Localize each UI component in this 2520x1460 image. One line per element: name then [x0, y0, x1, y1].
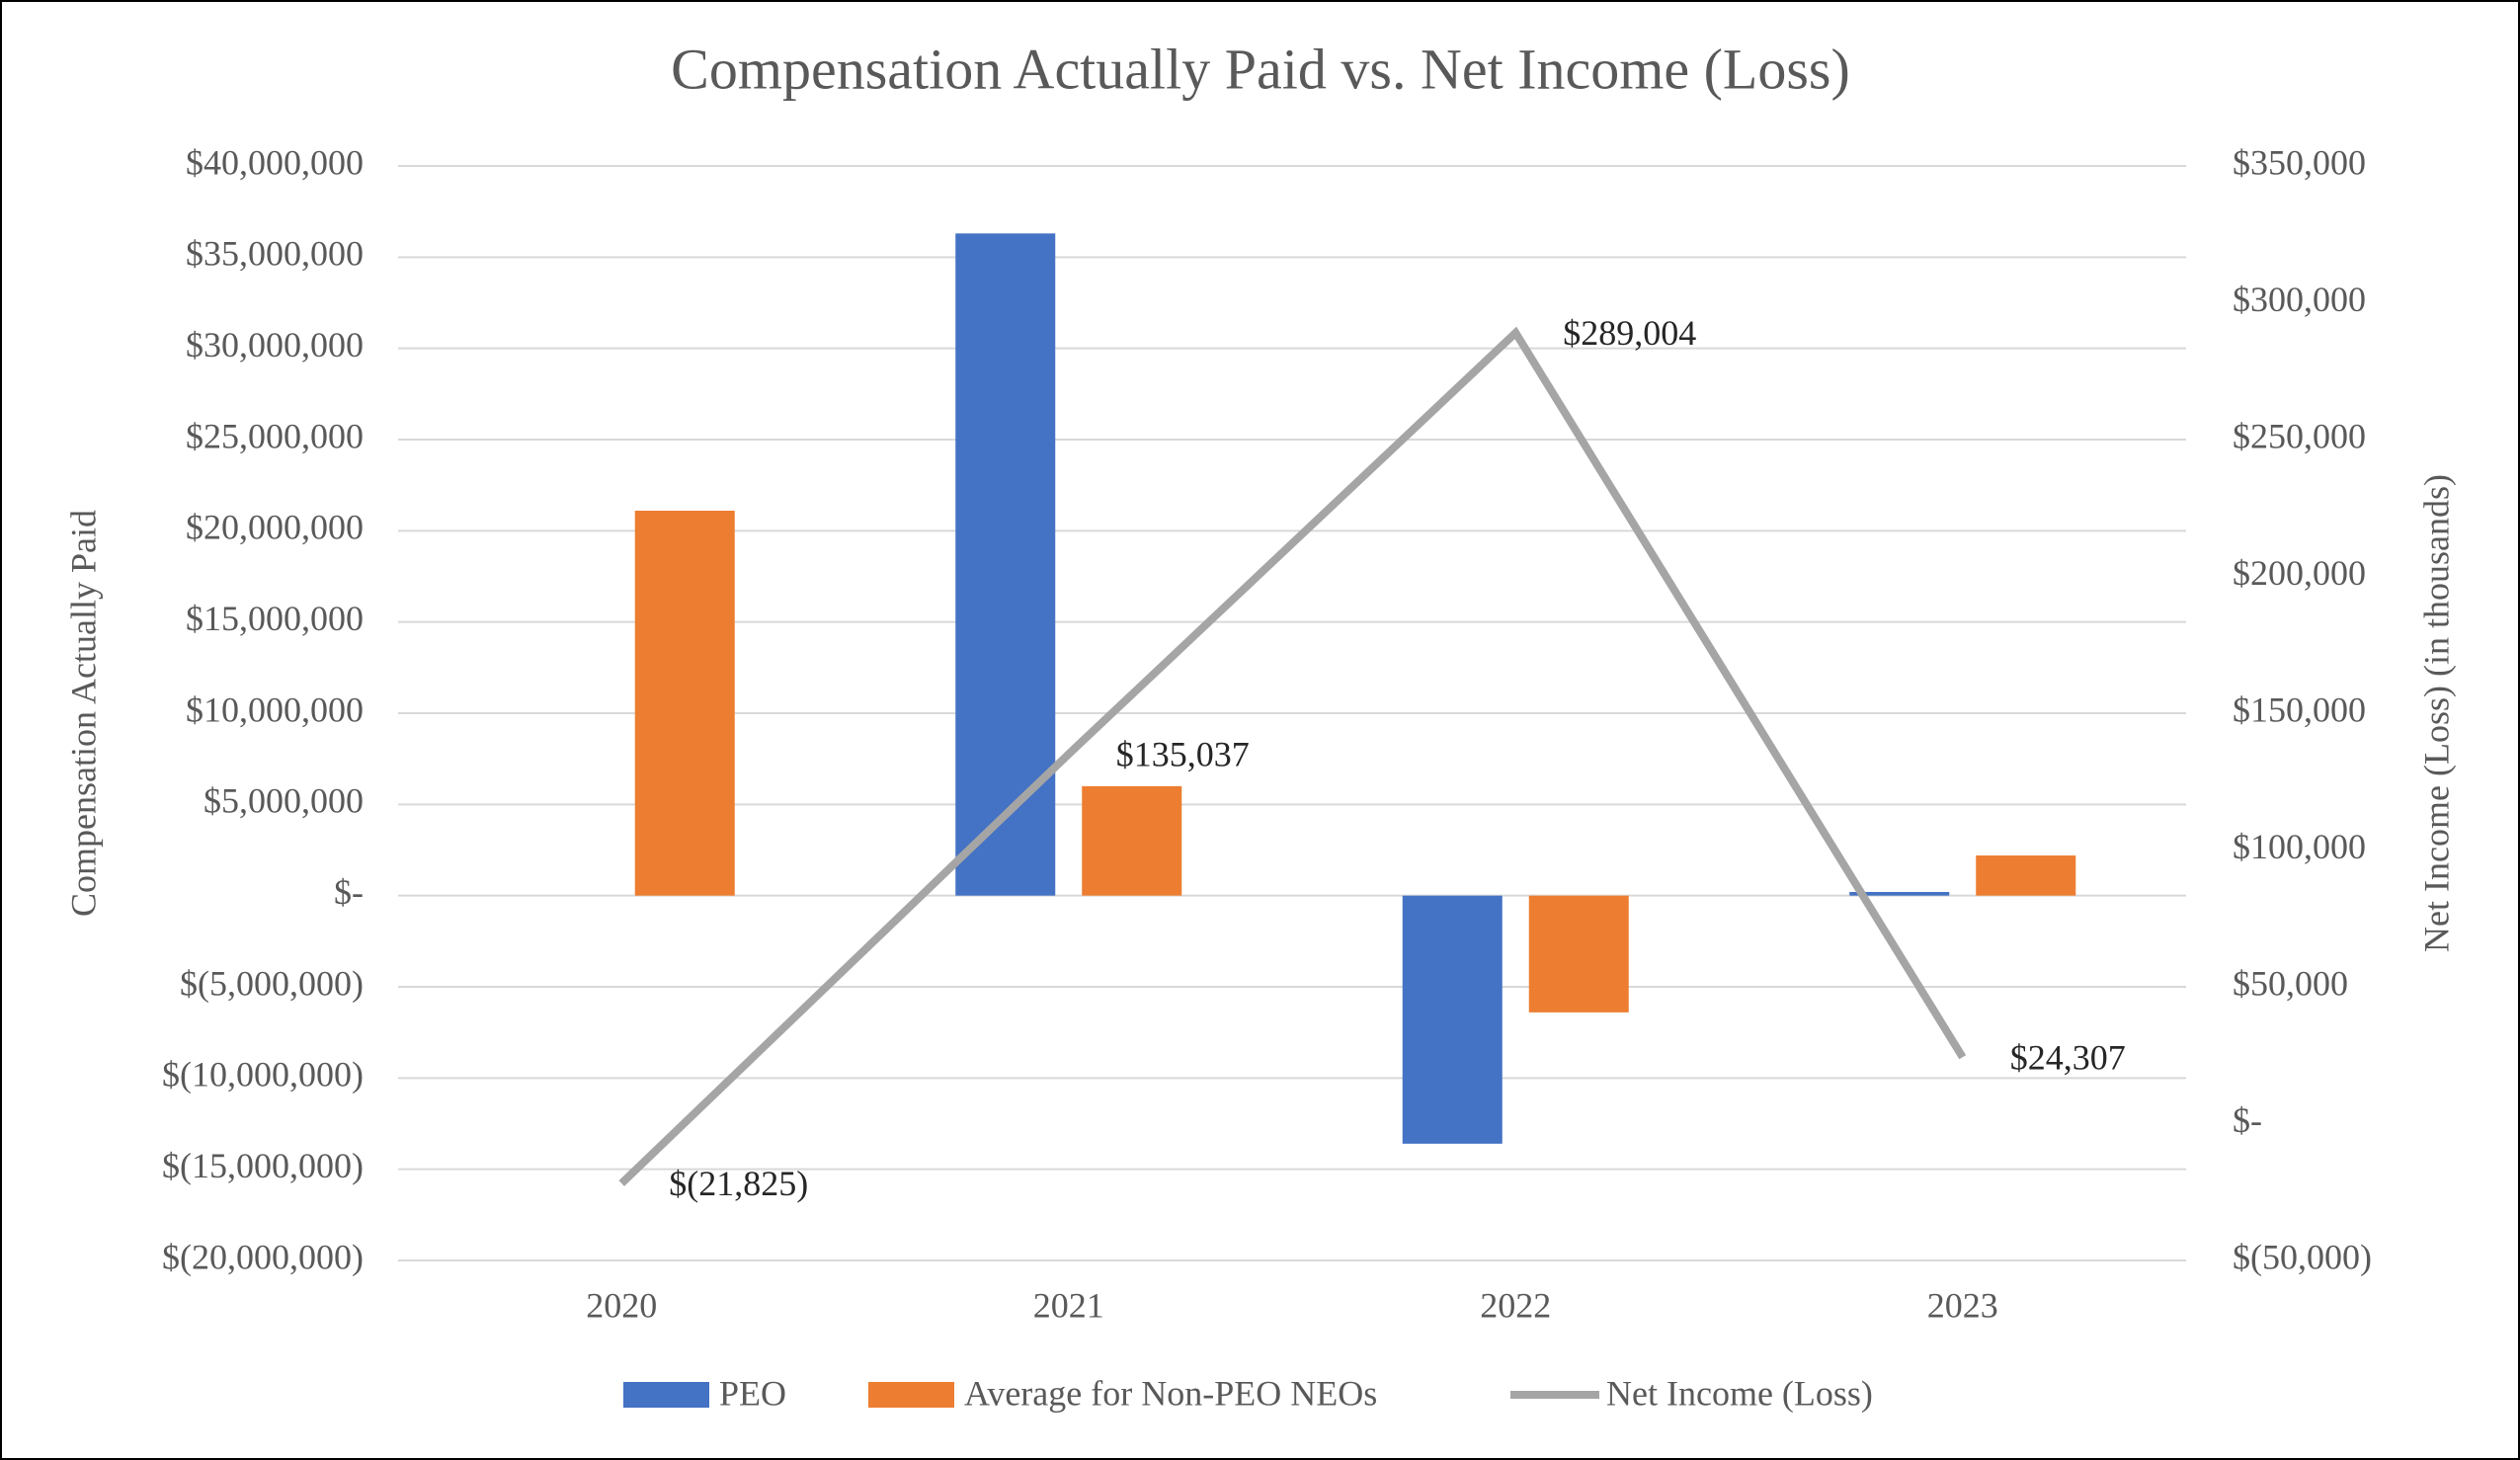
legend-label: PEO: [719, 1373, 786, 1413]
y-tick-label: $10,000,000: [186, 689, 364, 729]
x-tick-label: 2021: [1033, 1285, 1104, 1325]
data-label: $24,307: [2010, 1037, 2126, 1077]
y2-tick-label: $150,000: [2233, 689, 2366, 729]
x-tick-label: 2023: [1927, 1285, 1998, 1325]
y2-tick-label: $250,000: [2233, 416, 2366, 455]
legend-label: Net Income (Loss): [1606, 1373, 1873, 1413]
y-tick-label: $25,000,000: [186, 416, 364, 455]
y2-tick-label: $300,000: [2233, 280, 2366, 319]
y-tick-label: $20,000,000: [186, 508, 364, 547]
y-tick-label: $(10,000,000): [162, 1055, 364, 1095]
y-tick-label: $(15,000,000): [162, 1146, 364, 1185]
legend-swatch: [868, 1382, 954, 1408]
y-axis-title: Compensation Actually Paid: [63, 510, 103, 917]
y2-tick-label: $-: [2233, 1100, 2262, 1140]
y2-tick-label: $350,000: [2233, 142, 2366, 182]
bar: [1402, 895, 1503, 1144]
y2-tick-label: $200,000: [2233, 553, 2366, 593]
bar: [634, 511, 735, 896]
x-tick-label: 2022: [1480, 1285, 1551, 1325]
y2-tick-label: $50,000: [2233, 963, 2348, 1003]
data-label: $(21,825): [669, 1164, 808, 1203]
y-tick-label: $(20,000,000): [162, 1237, 364, 1276]
bar: [1849, 891, 1950, 896]
y2-tick-label: $100,000: [2233, 827, 2366, 866]
y2-tick-label: $(50,000): [2233, 1237, 2372, 1276]
y2-axis-title: Net Income (Loss) (in thousands): [2416, 474, 2456, 952]
legend-label: Average for Non-PEO NEOs: [964, 1373, 1377, 1413]
y-tick-label: $5,000,000: [203, 781, 364, 821]
data-label: $135,037: [1116, 735, 1250, 774]
y-tick-label: $(5,000,000): [180, 963, 364, 1003]
bar: [1976, 855, 2076, 896]
y-tick-label: $40,000,000: [186, 142, 364, 182]
y-tick-label: $30,000,000: [186, 325, 364, 365]
bar: [1082, 785, 1182, 896]
legend-swatch: [623, 1382, 709, 1408]
bar: [1528, 895, 1629, 1013]
y-tick-label: $-: [334, 872, 364, 912]
x-tick-label: 2020: [586, 1285, 657, 1325]
y-tick-label: $35,000,000: [186, 234, 364, 274]
data-label: $289,004: [1563, 313, 1696, 353]
line: [618, 326, 1967, 1186]
bar: [955, 233, 1056, 896]
chart-title: Compensation Actually Paid vs. Net Incom…: [671, 37, 1850, 101]
y-tick-label: $15,000,000: [186, 599, 364, 638]
